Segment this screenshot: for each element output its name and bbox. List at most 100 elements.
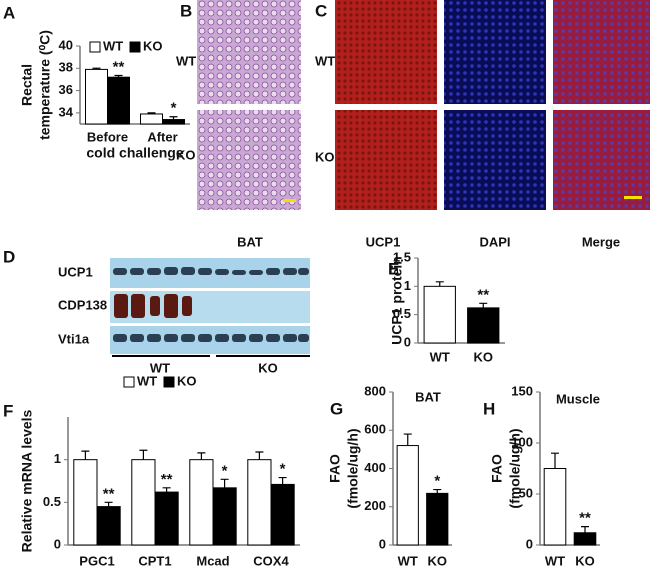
bar [154,491,179,546]
column-label: Merge [582,234,620,249]
x-tick-label: WT [398,553,418,568]
scale-bar [624,196,642,199]
bar [543,468,567,546]
x-tick-label: Mcad [196,553,229,568]
x-tick-label: After [147,129,177,144]
legend-swatch [89,41,101,53]
y-tick-label: 34 [59,104,74,119]
row-label: WT [176,53,196,68]
y-tick-label: 0 [526,536,533,551]
panel-letter: E [388,259,399,278]
error-bar [220,478,229,488]
bar [426,492,449,546]
error-bar [81,450,90,460]
y-tick-label: 36 [59,82,73,97]
error-bar [479,302,488,308]
panel-letter: H [483,399,495,418]
histology-image [197,110,301,210]
y-axis-label: FAO [327,454,343,483]
error-bar [255,451,264,460]
panel-letter: C [315,1,327,20]
significance-label: * [222,462,228,479]
chart-title: Muscle [556,391,600,406]
significance-label: ** [161,471,173,488]
x-tick-label: WT [545,553,565,568]
y-tick-label: 100 [511,434,533,449]
y-axis-label: temperature (⁰C) [37,30,53,140]
error-bar [433,488,442,494]
error-bar [169,116,178,120]
bar [573,532,597,546]
row-label: KO [176,147,196,162]
x-tick-label: PGC1 [79,553,114,568]
panel-letter: D [3,247,15,266]
column-label: DAPI [479,234,510,249]
bar [131,459,156,546]
y-tick-label: 0 [54,536,61,551]
histology-image [197,0,301,104]
y-tick-label: 1 [54,451,61,466]
fluorescence-image [444,110,546,210]
bar [162,119,185,125]
bar [107,76,130,125]
bar [270,483,295,546]
legend-swatch [123,376,135,388]
column-label: UCP1 [366,234,401,249]
error-bar [197,452,206,460]
y-axis-label: Relative mRNA levels [19,409,35,552]
x-tick-label: KO [474,349,494,364]
error-bar [104,501,113,507]
y-tick-label: 0.5 [43,494,61,509]
error-bar [278,476,287,485]
fluorescence-image [335,0,437,104]
bar [189,459,214,546]
y-tick-label: 38 [59,60,73,75]
x-axis-label: cold challenge [86,145,183,161]
legend-label: WT [137,373,157,388]
x-tick-label: KO [428,553,448,568]
legend-label: KO [143,38,163,53]
significance-label: * [434,473,440,490]
y-tick-label: 0.5 [393,306,411,321]
significance-label: * [280,461,286,478]
legend-label: KO [177,373,197,388]
y-tick-label: 400 [364,460,386,475]
scale-bar [283,199,296,202]
bar [467,307,500,344]
x-tick-label: KO [575,553,595,568]
x-tick-label: COX4 [253,553,289,568]
y-tick-label: 0 [404,334,411,349]
error-bar [139,449,148,460]
fluorescence-image [553,110,650,210]
row-label: Vti1a [58,331,90,346]
row-label: KO [315,149,335,164]
significance-label: ** [477,286,489,303]
error-bar [551,452,559,469]
error-bar [92,67,101,70]
y-tick-label: 40 [59,37,73,52]
group-label: WT [150,360,170,375]
significance-label: ** [103,485,115,502]
row-label: CDP138 [58,297,107,312]
error-bar [162,487,171,493]
y-axis-label: UCP1 protein [389,256,405,345]
error-bar [435,281,444,287]
legend-swatch [129,41,141,53]
y-axis-label: (fmole/ug/h) [507,428,523,508]
y-tick-label: 150 [511,383,533,398]
bar [247,459,272,546]
error-bar [147,112,156,114]
row-label: UCP1 [58,264,93,279]
caption: BAT [237,234,263,249]
y-tick-label: 0 [379,536,386,551]
bar [423,285,456,344]
bar [96,506,121,546]
fluorescence-image [553,0,650,104]
panel-letter: G [330,399,343,418]
chart-title: BAT [415,389,441,404]
panel-letter: B [180,1,192,20]
group-label: KO [258,360,278,375]
legend-swatch [163,376,175,388]
western-blot [110,258,310,357]
